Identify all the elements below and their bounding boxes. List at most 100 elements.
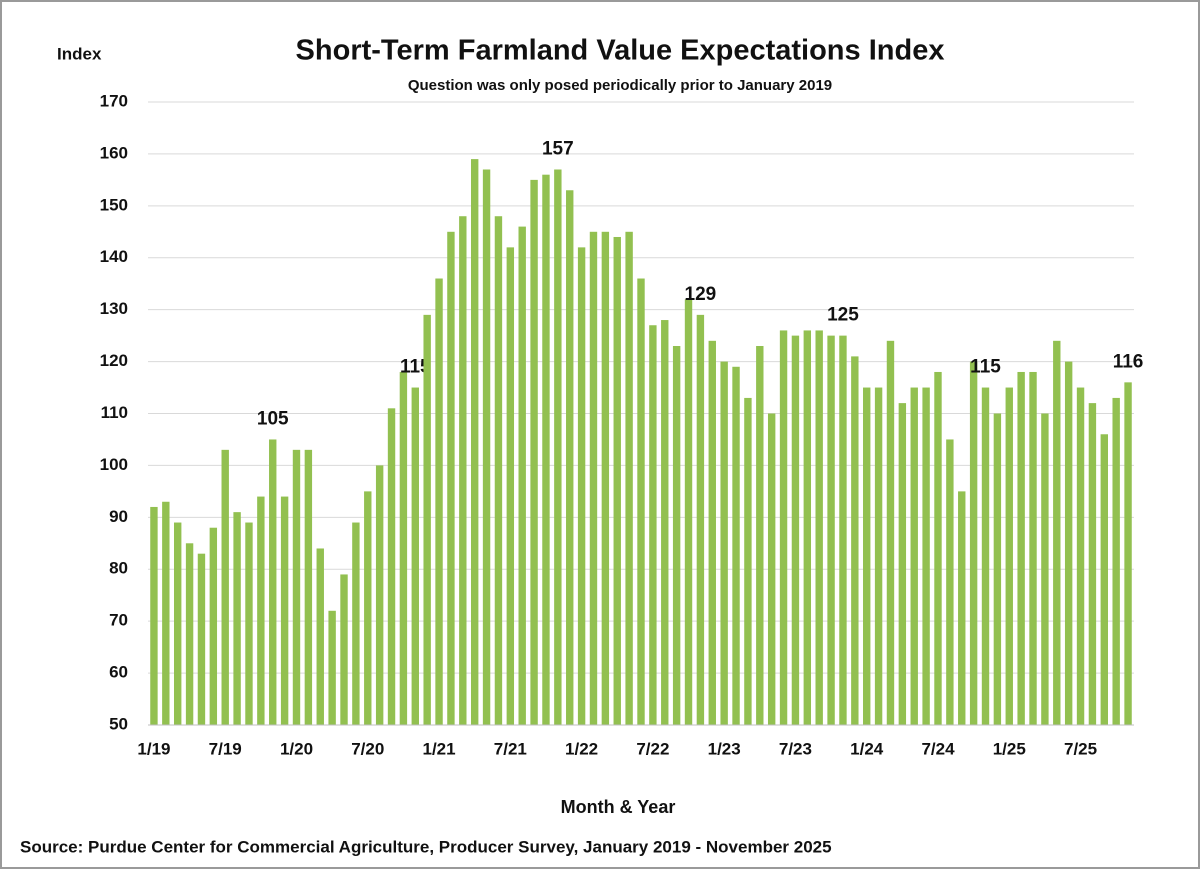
bar — [459, 216, 467, 725]
data-label: 116 — [1113, 351, 1144, 372]
bar — [566, 190, 574, 726]
y-tick-label: 80 — [109, 559, 128, 578]
data-label: 115 — [970, 357, 1001, 378]
bar — [482, 169, 491, 725]
bar — [542, 174, 550, 725]
x-tick-label: 7/24 — [921, 739, 955, 758]
x-tick-label: 7/21 — [494, 739, 527, 758]
bar — [411, 387, 419, 725]
x-tick-label: 7/19 — [209, 739, 242, 758]
x-axis-label: Month & Year — [561, 797, 676, 817]
bar — [233, 512, 241, 725]
y-tick-label: 120 — [100, 351, 128, 370]
bar — [375, 465, 384, 725]
y-tick-label: 60 — [109, 663, 128, 682]
bar — [934, 371, 942, 725]
bar — [779, 330, 788, 725]
chart-title: Short-Term Farmland Value Expectations I… — [296, 35, 945, 67]
bar — [577, 247, 586, 725]
bar — [1076, 387, 1085, 725]
bar — [447, 231, 455, 725]
bar — [684, 299, 693, 725]
bar — [1064, 361, 1073, 725]
bar — [1088, 403, 1097, 725]
bar — [732, 366, 740, 725]
data-label: 115 — [400, 357, 431, 378]
bar — [637, 278, 645, 725]
bar — [399, 371, 408, 725]
bar — [494, 216, 503, 725]
bar — [863, 387, 871, 725]
chart-subtitle: Question was only posed periodically pri… — [408, 77, 832, 94]
bar — [1112, 397, 1120, 725]
x-tick-label: 1/22 — [565, 739, 598, 758]
y-tick-label: 110 — [101, 403, 128, 422]
bar — [292, 449, 301, 725]
bar — [946, 439, 954, 725]
bar — [518, 226, 526, 725]
x-tick-label: 1/19 — [137, 739, 170, 758]
bar — [1017, 371, 1025, 725]
bar — [720, 361, 728, 725]
data-label: 105 — [257, 408, 289, 429]
data-label: 129 — [685, 284, 717, 305]
x-tick-label: 1/24 — [850, 739, 884, 758]
bar — [625, 231, 633, 725]
bar — [981, 387, 990, 725]
source-note: Source: Purdue Center for Commercial Agr… — [20, 837, 832, 856]
x-tick-label: 7/22 — [636, 739, 669, 758]
bar — [1124, 382, 1132, 725]
bar — [470, 159, 479, 725]
bar — [613, 236, 621, 725]
bar — [589, 231, 598, 725]
bar — [922, 387, 930, 725]
x-tick-label: 1/25 — [993, 739, 1026, 758]
bar — [744, 397, 752, 725]
bar — [221, 449, 229, 725]
bar — [340, 574, 348, 725]
bar — [387, 408, 396, 725]
bar — [1005, 387, 1013, 725]
bar — [150, 506, 158, 725]
bar — [791, 335, 800, 725]
data-label: 157 — [542, 139, 574, 160]
bar — [886, 340, 895, 725]
bar — [993, 413, 1002, 725]
y-tick-label: 140 — [100, 247, 128, 266]
bar — [185, 543, 194, 725]
bar — [827, 335, 835, 725]
bar — [839, 335, 847, 725]
x-tick-label: 7/20 — [351, 739, 384, 758]
bar — [815, 330, 823, 725]
bar — [257, 496, 265, 725]
bar — [958, 491, 966, 725]
y-tick-label: 70 — [109, 611, 128, 630]
bar — [209, 527, 218, 725]
bar — [162, 501, 170, 725]
bar — [601, 231, 610, 725]
bar — [304, 449, 313, 725]
bar — [316, 548, 324, 725]
bar — [506, 247, 515, 725]
bar — [173, 522, 182, 725]
bar — [898, 403, 907, 725]
x-tick-label: 7/23 — [779, 739, 812, 758]
bar — [423, 314, 431, 725]
bar — [649, 325, 657, 725]
bar — [352, 522, 360, 725]
bar — [554, 169, 562, 725]
bar — [851, 356, 859, 725]
bar — [197, 553, 206, 725]
y-tick-label: 150 — [100, 195, 128, 214]
bar — [767, 413, 776, 725]
bar — [280, 496, 289, 725]
y-tick-label: 90 — [109, 507, 128, 526]
bar — [435, 278, 443, 725]
y-axis-label: Index — [57, 44, 102, 63]
bar — [708, 340, 716, 725]
bar — [1041, 413, 1049, 725]
bar — [696, 314, 705, 725]
x-tick-label: 1/21 — [423, 739, 456, 758]
bar — [756, 346, 764, 725]
